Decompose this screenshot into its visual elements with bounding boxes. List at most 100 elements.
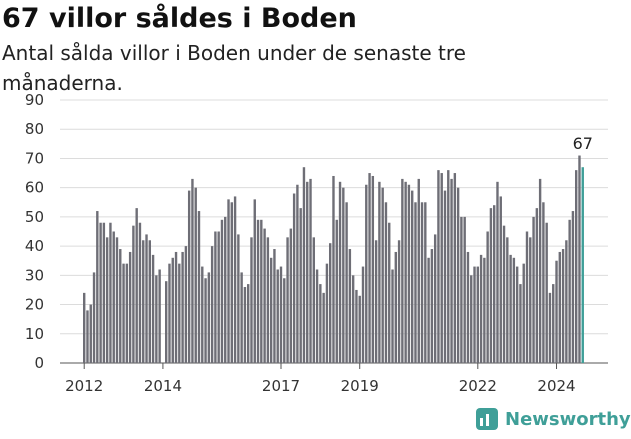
bar — [529, 237, 532, 363]
bar — [151, 254, 155, 363]
bar — [447, 170, 450, 363]
bar — [302, 167, 306, 363]
bar — [542, 202, 545, 363]
x-tick-label: 2024 — [537, 377, 575, 395]
bar — [237, 234, 240, 363]
y-tick-label: 10 — [25, 325, 44, 343]
y-tick-label: 20 — [25, 296, 44, 314]
bar — [338, 181, 342, 363]
bar — [394, 251, 397, 363]
bar — [473, 266, 476, 363]
bar — [178, 263, 181, 363]
bar — [240, 272, 243, 363]
bar — [335, 219, 338, 363]
bar — [417, 178, 420, 363]
bar — [276, 269, 279, 363]
bar — [411, 190, 414, 363]
bar — [319, 284, 322, 363]
chart-subtitle: Antal sålda villor i Boden under de sena… — [2, 41, 466, 95]
x-tick-label: 2017 — [262, 377, 300, 395]
bar — [194, 187, 197, 363]
brand-name: Newsworthy — [505, 408, 631, 430]
bar — [315, 269, 319, 363]
bar — [414, 202, 417, 363]
bar — [437, 170, 440, 363]
bar-highlight — [581, 167, 584, 363]
bar — [296, 184, 299, 363]
bar — [575, 170, 578, 363]
bar — [552, 284, 555, 363]
bar — [420, 202, 424, 363]
bar — [479, 254, 483, 363]
bar — [263, 228, 266, 363]
bar — [440, 173, 443, 363]
y-tick-label: 40 — [25, 237, 44, 255]
bar — [368, 173, 371, 363]
bar — [443, 190, 447, 363]
bar — [365, 184, 368, 363]
bar — [247, 284, 250, 363]
bar — [243, 287, 247, 363]
bar — [351, 275, 355, 363]
bar — [289, 228, 293, 363]
bar — [174, 251, 178, 363]
bar — [312, 237, 315, 363]
bar — [207, 272, 211, 363]
bar — [404, 181, 407, 363]
bar — [355, 289, 358, 363]
bar — [204, 278, 207, 363]
bar — [565, 240, 568, 363]
bar — [279, 266, 283, 363]
bar — [253, 199, 256, 363]
bar — [86, 310, 89, 363]
bar — [322, 292, 325, 363]
bar — [102, 222, 106, 363]
bar — [397, 240, 401, 363]
bar — [456, 187, 460, 363]
chart-title: 67 villor såldes i Boden — [2, 3, 357, 34]
bar — [269, 257, 273, 363]
bar — [466, 251, 470, 363]
bar — [220, 219, 224, 363]
bar — [273, 249, 276, 363]
bar — [122, 263, 125, 363]
bar — [358, 295, 361, 363]
bar — [391, 269, 394, 363]
bar — [256, 219, 260, 363]
bar — [165, 281, 168, 363]
bar — [128, 251, 132, 363]
y-tick-label: 0 — [34, 354, 44, 372]
bar — [512, 257, 516, 363]
bar — [201, 266, 204, 363]
bar — [381, 187, 384, 363]
bar — [483, 257, 486, 363]
y-tick-label: 50 — [25, 208, 44, 226]
x-tick-label: 2012 — [65, 377, 103, 395]
bar — [83, 292, 86, 363]
bar — [502, 225, 506, 363]
bar — [168, 263, 171, 363]
bar — [430, 249, 434, 363]
bar — [525, 231, 529, 363]
bar — [506, 237, 509, 363]
bar — [578, 155, 581, 363]
y-tick-label: 80 — [25, 120, 44, 138]
bar — [384, 202, 388, 363]
bar — [158, 269, 161, 363]
bar — [348, 249, 352, 363]
bar — [309, 178, 312, 363]
bar — [486, 231, 489, 363]
bar — [558, 251, 561, 363]
bar — [132, 225, 135, 363]
bar — [191, 178, 194, 363]
bar — [460, 216, 463, 363]
bar — [105, 237, 109, 363]
bar — [286, 237, 289, 363]
bar — [197, 211, 201, 363]
bar — [96, 211, 99, 363]
bar — [561, 249, 565, 363]
x-tick-label: 2019 — [341, 377, 379, 395]
bar — [489, 208, 493, 363]
y-tick-label: 60 — [25, 179, 44, 197]
bar — [230, 202, 233, 363]
